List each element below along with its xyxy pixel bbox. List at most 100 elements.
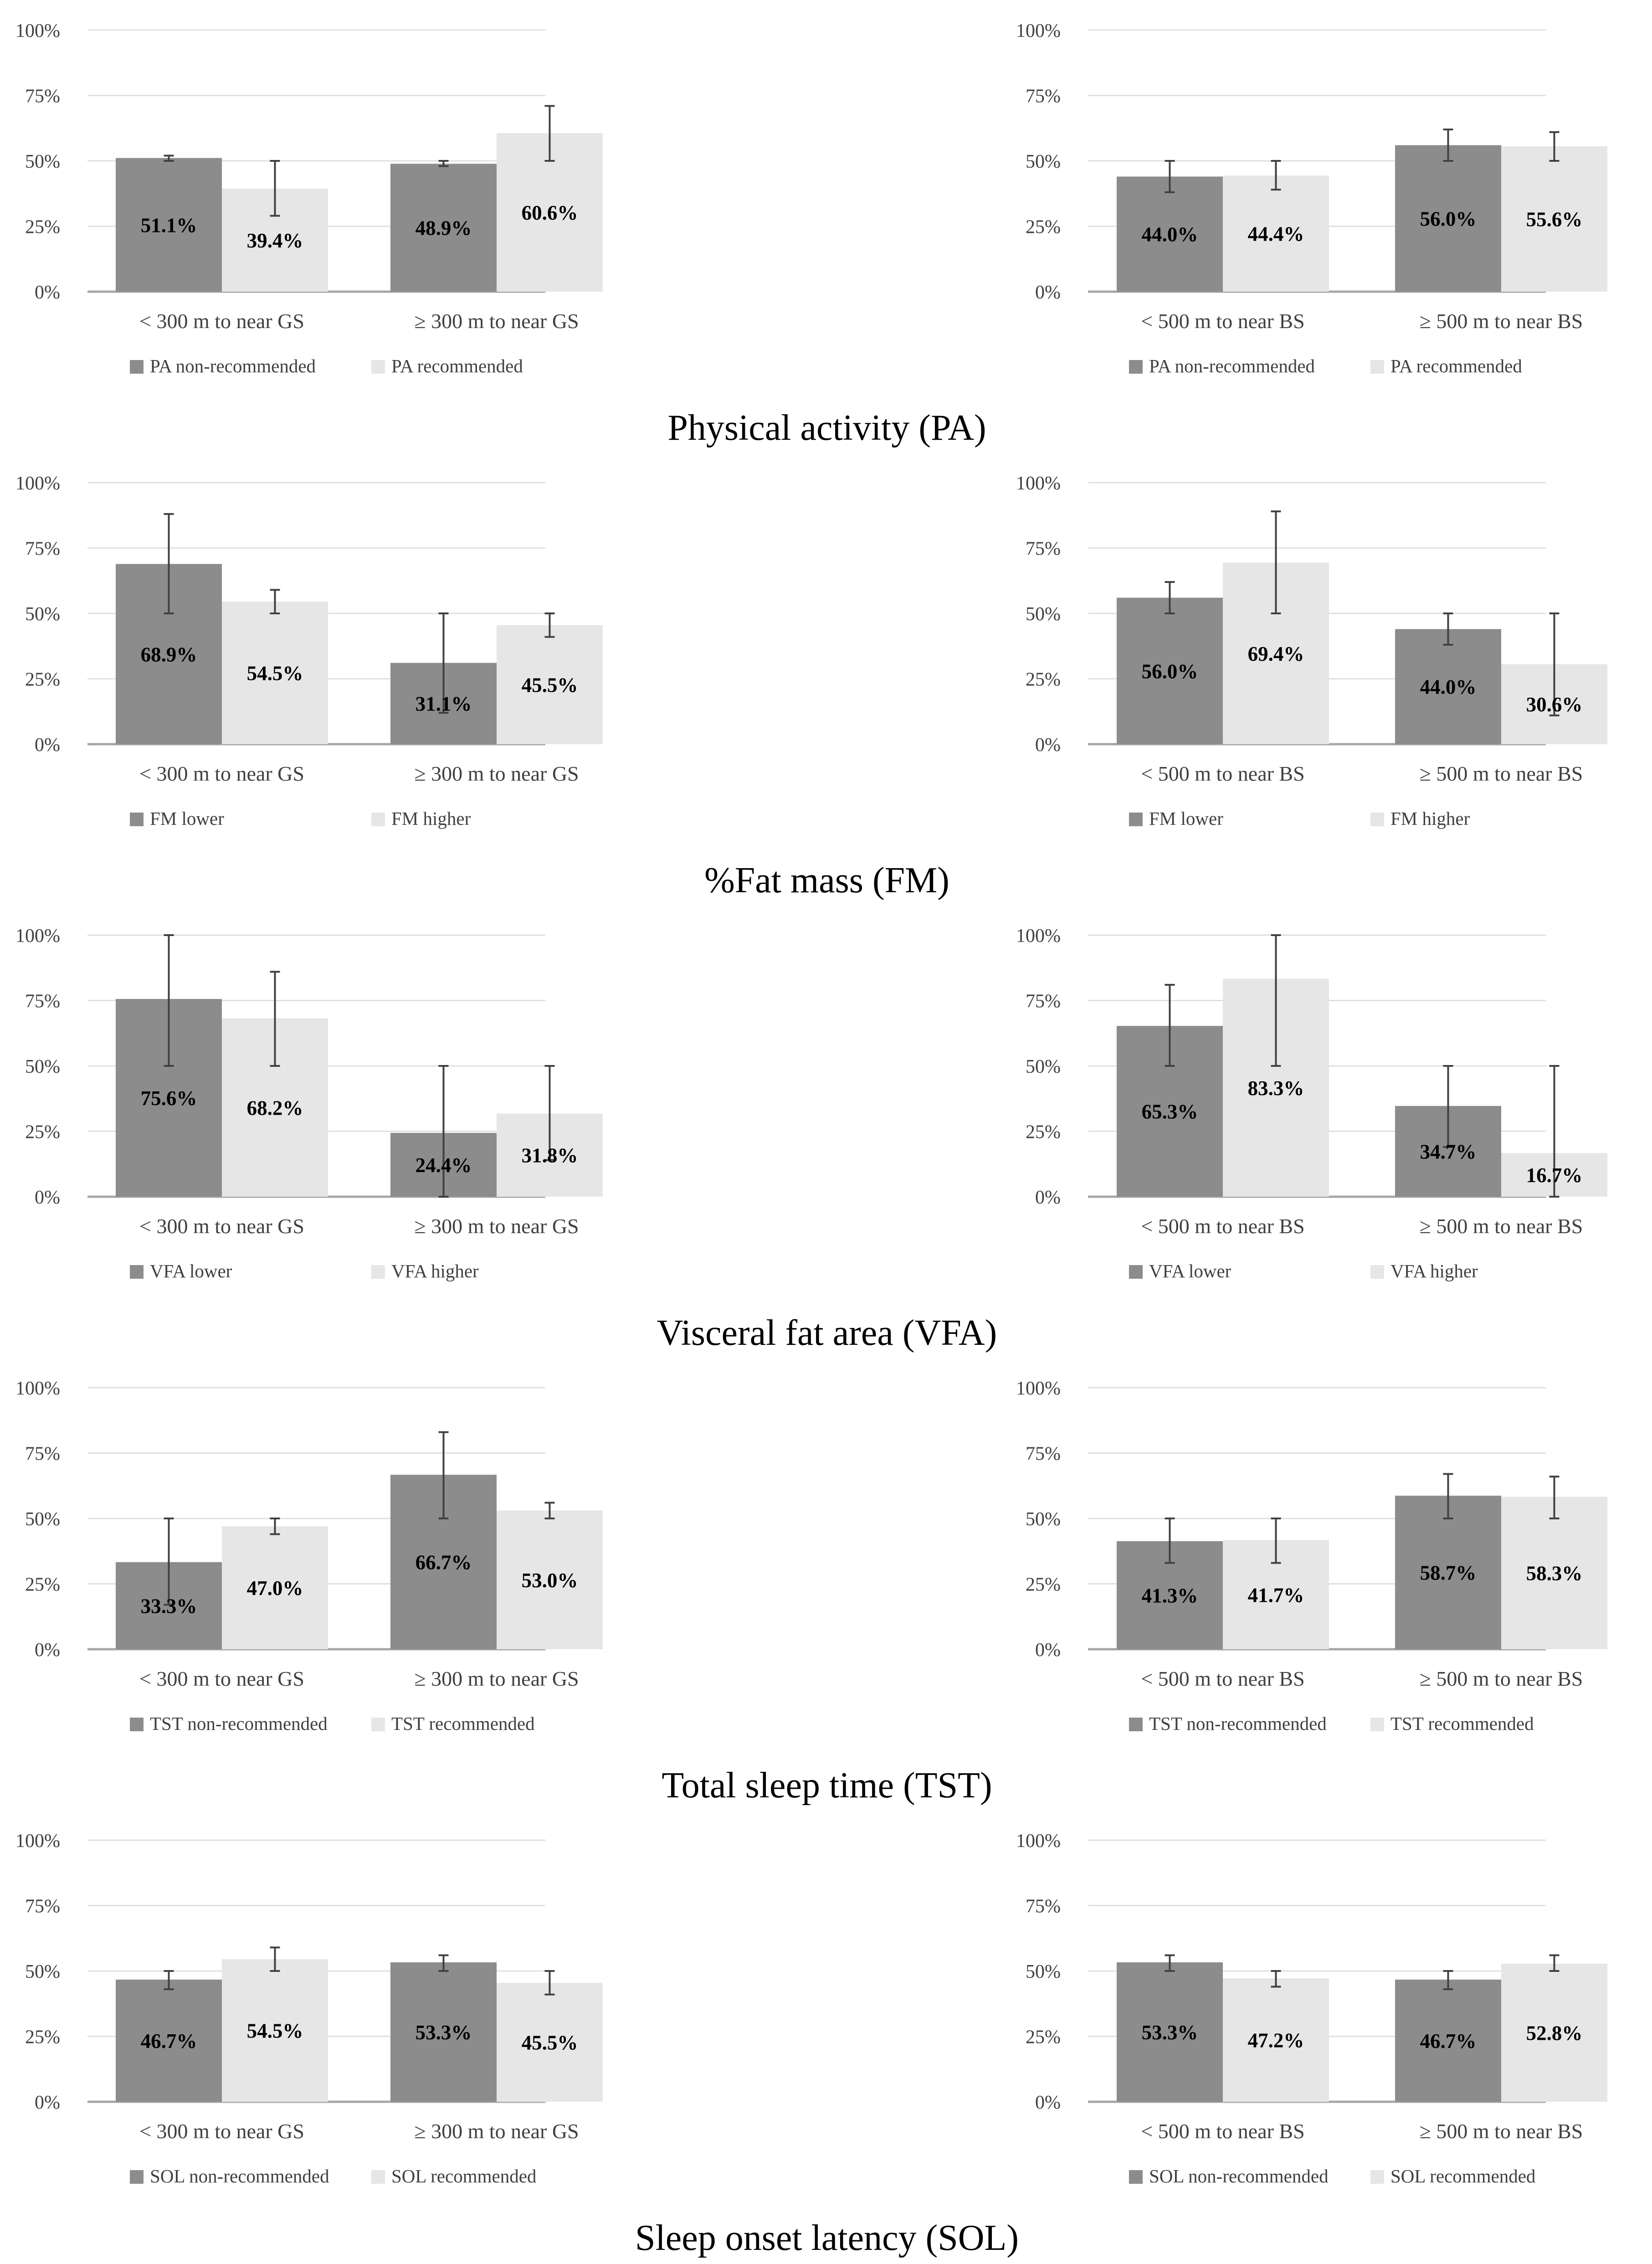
sol-right-bar [1395,1979,1501,2102]
pa-right-ytick-label: 75% [1026,86,1061,107]
fm-left-ytick-label: 50% [25,604,60,625]
vfa-right-ytick-label: 0% [1035,1187,1061,1208]
fm-right-ytick-label: 0% [1035,735,1061,756]
vfa-left-legend-swatch [130,1265,144,1279]
sol-left-ytick-label: 50% [25,1961,60,1982]
sol-right-category-label: < 500 m to near BS [1141,2120,1304,2143]
fm-right-bar [1117,597,1223,744]
tst-left-ytick-label: 50% [25,1509,60,1530]
vfa-left-legend-swatch [371,1265,385,1279]
tst-right-data-label: 58.7% [1420,1562,1477,1585]
pa-left-category-label: ≥ 300 m to near GS [414,309,579,333]
fm-title: %Fat mass (FM) [704,860,949,900]
pa-right-bar [1223,175,1329,292]
pa-left-ytick-label: 50% [25,151,60,172]
fm-right-data-label: 30.6% [1526,693,1583,716]
fm-right-ytick-label: 25% [1026,669,1061,690]
fm-left-data-label: 31.1% [416,693,472,715]
pa-left-ytick-label: 0% [35,282,60,303]
fm-left-legend-label: FM higher [391,808,471,829]
vfa-left-ytick-label: 50% [25,1056,60,1077]
pa-right-data-label: 56.0% [1420,207,1477,230]
pa-left-ytick-label: 75% [25,86,60,107]
vfa-left-ytick-label: 25% [25,1122,60,1143]
pa-left-legend-label: PA non-recommended [150,355,316,376]
pa-right-ytick-label: 25% [1026,217,1061,238]
pa-right-legend-label: PA non-recommended [1149,355,1315,376]
tst-right-ytick-label: 0% [1035,1640,1061,1661]
vfa-left-ytick-label: 0% [35,1187,60,1208]
vfa-title: Visceral fat area (VFA) [657,1313,997,1353]
sol-left-category-label: ≥ 300 m to near GS [414,2120,579,2143]
vfa-right-category-label: ≥ 500 m to near BS [1420,1214,1583,1238]
vfa-right-legend-swatch [1129,1265,1143,1279]
fm-right-legend-swatch [1370,813,1384,826]
vfa-right-data-label: 34.7% [1420,1140,1477,1163]
sol-right-data-label: 47.2% [1248,2029,1304,2052]
tst-right-category-label: ≥ 500 m to near BS [1420,1667,1583,1690]
sol-right-data-label: 52.8% [1526,2022,1583,2044]
pa-right-ytick-label: 100% [1016,21,1061,41]
vfa-left-data-label: 68.2% [247,1096,303,1119]
sol-left-ytick-label: 75% [25,1896,60,1917]
pa-left-legend-label: PA recommended [391,355,523,376]
tst-left-category-label: ≥ 300 m to near GS [414,1667,579,1690]
sol-right-data-label: 46.7% [1420,2030,1477,2053]
sol-left-legend-swatch [371,2170,385,2184]
tst-right-category-label: < 500 m to near BS [1141,1667,1304,1690]
sol-left-bar [390,1962,497,2102]
tst-left-legend-label: TST recommended [391,1713,535,1734]
pa-left-data-label: 48.9% [416,217,472,240]
tst-left-ytick-label: 0% [35,1640,60,1661]
tst-right-ytick-label: 25% [1026,1575,1061,1595]
sol-left-data-label: 54.5% [247,2020,303,2043]
fm-right-legend-swatch [1129,813,1143,826]
sol-left-data-label: 46.7% [141,2030,197,2053]
tst-right-legend-swatch [1370,1718,1384,1731]
tst-left-ytick-label: 100% [15,1378,60,1399]
sol-left-data-label: 45.5% [522,2031,578,2054]
pa-left-data-label: 60.6% [522,201,578,224]
vfa-right-legend-swatch [1370,1265,1384,1279]
sol-right-legend-label: SOL recommended [1390,2166,1535,2187]
pa-right-bar [1117,176,1223,292]
pa-right-category-label: < 500 m to near BS [1141,309,1304,333]
fm-left-ytick-label: 0% [35,735,60,756]
sol-left-bar [222,1959,328,2102]
tst-left-data-label: 47.0% [247,1577,303,1600]
tst-right-legend-swatch [1129,1718,1143,1731]
sol-right-bar [1117,1962,1223,2102]
sol-right-ytick-label: 50% [1026,1961,1061,1982]
vfa-left-data-label: 24.4% [416,1154,472,1177]
fm-right-legend-label: FM lower [1149,808,1223,829]
vfa-left-category-label: ≥ 300 m to near GS [414,1214,579,1238]
pa-right-category-label: ≥ 500 m to near BS [1420,309,1583,333]
pa-right-bar [1501,146,1607,292]
tst-left-ytick-label: 25% [25,1575,60,1595]
sol-right-ytick-label: 0% [1035,2092,1061,2113]
fm-right-ytick-label: 75% [1026,539,1061,560]
fm-right-data-label: 44.0% [1420,676,1477,699]
fm-left-bar [497,625,603,744]
tst-right-data-label: 58.3% [1526,1562,1583,1585]
fm-right-data-label: 69.4% [1248,643,1304,665]
pa-left-bar [116,158,222,292]
sol-right-category-label: ≥ 500 m to near BS [1420,2120,1583,2143]
pa-left-data-label: 39.4% [247,229,303,252]
pa-right-data-label: 44.0% [1142,223,1198,246]
tst-left-legend-label: TST non-recommended [150,1713,328,1734]
sol-left-legend-label: SOL non-recommended [150,2166,329,2187]
pa-right-bar [1395,145,1501,292]
vfa-left-data-label: 31.8% [522,1144,578,1167]
sol-right-legend-swatch [1370,2170,1384,2184]
sol-right-data-label: 53.3% [1142,2021,1198,2044]
tst-left-ytick-label: 75% [25,1444,60,1465]
tst-left-legend-swatch [130,1718,144,1731]
vfa-right-ytick-label: 25% [1026,1122,1061,1143]
pa-right-legend-swatch [1370,360,1384,374]
pa-left-category-label: < 300 m to near GS [139,309,304,333]
sol-left-legend-swatch [130,2170,144,2184]
fm-left-legend-swatch [130,813,144,826]
pa-left-legend-swatch [130,360,144,374]
sol-left-data-label: 53.3% [416,2021,472,2044]
